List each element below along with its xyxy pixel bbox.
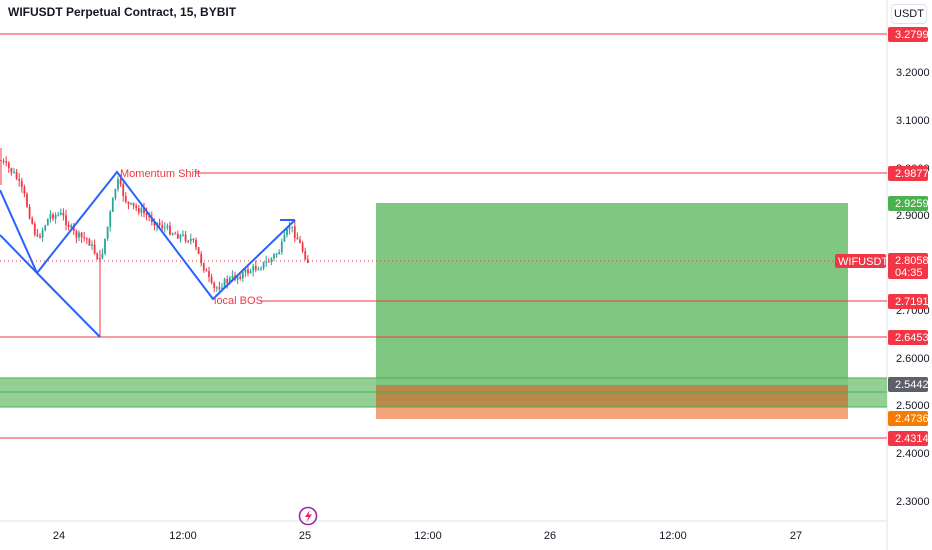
- annotation-momentum-shift[interactable]: Momentum Shift: [120, 168, 200, 180]
- currency-button[interactable]: USDT: [891, 4, 927, 24]
- profit-zone[interactable]: [376, 203, 848, 385]
- y-tick-label: 2.9000: [896, 210, 930, 222]
- zone-overlap: [376, 385, 848, 407]
- tag-2-7191[interactable]: 2.7191: [888, 294, 929, 309]
- tag-2-6453[interactable]: 2.6453: [888, 330, 929, 345]
- tag-label: 2.9259: [895, 198, 929, 210]
- x-tick-label: 24: [53, 530, 65, 542]
- tag-2-4736[interactable]: 2.4736: [888, 411, 929, 426]
- candlesticks: [0, 148, 309, 336]
- market-structure-line[interactable]: [0, 170, 296, 301]
- x-tick-label: 25: [299, 530, 311, 542]
- structure-line-low[interactable]: [36, 272, 101, 338]
- tag-label: 2.4314: [895, 433, 929, 445]
- tag-label: 3.2799: [895, 29, 929, 41]
- x-tick-label: 27: [790, 530, 802, 542]
- last-price-tag[interactable]: 2.8058 04:35: [888, 253, 929, 279]
- tag-label: 2.7191: [895, 296, 929, 308]
- countdown-label: 04:35: [895, 267, 923, 279]
- annotation-local-bos[interactable]: local BOS: [214, 295, 263, 307]
- lightning-bolt-icon[interactable]: [298, 506, 318, 526]
- tag-2-9259[interactable]: 2.9259: [888, 196, 929, 211]
- x-tick-label: 12:00: [659, 530, 687, 542]
- symbol-label: WIFUSDT.P: [838, 256, 897, 268]
- y-tick-label: 2.4000: [896, 448, 930, 460]
- tag-2-9877[interactable]: 2.9877: [888, 166, 929, 181]
- y-tick-label: 2.3000: [896, 496, 930, 508]
- y-tick-label: 2.5000: [896, 400, 930, 412]
- tag-label: 2.5442: [895, 379, 929, 391]
- tag-3-2799[interactable]: 3.2799: [888, 27, 929, 42]
- tag-2-4314[interactable]: 2.4314: [888, 431, 929, 446]
- symbol-tag[interactable]: WIFUSDT.P: [835, 254, 897, 268]
- tag-label: 2.6453: [895, 332, 929, 344]
- structure-line-left[interactable]: [0, 189, 38, 274]
- x-tick-label: 12:00: [169, 530, 197, 542]
- tag-label: 2.9877: [895, 168, 929, 180]
- tag-label: 2.4736: [895, 413, 929, 425]
- x-tick-label: 26: [544, 530, 556, 542]
- chart-title: WIFUSDT Perpetual Contract, 15, BYBIT: [8, 5, 237, 19]
- y-tick-label: 3.2000: [896, 67, 930, 79]
- y-tick-label: 2.6000: [896, 353, 930, 365]
- y-tick-label: 3.1000: [896, 115, 930, 127]
- tag-2-5442[interactable]: 2.5442: [888, 377, 929, 392]
- x-tick-label: 12:00: [414, 530, 442, 542]
- last-price-label: 2.8058: [895, 255, 929, 267]
